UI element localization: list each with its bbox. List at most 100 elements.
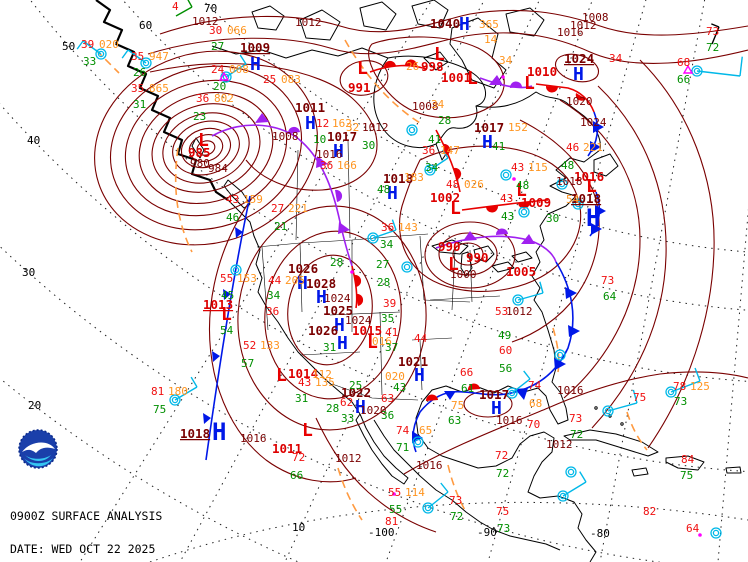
map-label: 802: [214, 92, 234, 105]
map-label: 68: [529, 397, 542, 410]
map-label: 46: [226, 211, 239, 224]
high-pressure-symbol: H: [212, 418, 226, 446]
station-circle-icon: [514, 296, 522, 304]
low-pressure-symbol: L: [516, 180, 527, 201]
low-pressure-symbol: L: [467, 68, 478, 89]
map-label: 991: [348, 80, 371, 95]
map-label: 1018: [556, 175, 583, 188]
wind-barb-icon: [440, 482, 449, 493]
high-pressure-symbol: H: [573, 64, 584, 85]
map-label: 1012: [546, 438, 573, 451]
map-label: 45: [221, 289, 234, 302]
map-label: 43: [298, 376, 311, 389]
map-label: 75: [633, 391, 646, 404]
map-label: 980: [190, 157, 210, 170]
wind-barb-icon: [174, 386, 198, 401]
station-circle-icon: [602, 405, 614, 417]
map-label: 33: [83, 55, 96, 68]
map-label: 1016: [557, 384, 584, 397]
map-label: 82: [643, 505, 656, 518]
map-label: 365: [479, 18, 499, 31]
map-label: 72: [570, 428, 583, 441]
map-label: 166: [337, 159, 357, 172]
wind-barb-icon: [670, 380, 701, 393]
low-pressure-symbol: L: [524, 73, 535, 94]
map-label: 75: [680, 469, 693, 482]
occluded-front-pacific: [211, 113, 353, 267]
map-label: 36: [320, 159, 333, 172]
map-label: 28: [330, 256, 343, 269]
station-circle-icon: [169, 394, 181, 406]
map-label: 125: [690, 380, 710, 393]
map-label: 1010: [527, 64, 557, 79]
map-label: 14: [484, 33, 498, 46]
high-pressure-symbol: H: [387, 183, 398, 204]
map-label: -80: [590, 527, 610, 540]
map-label: 55: [388, 486, 401, 499]
low-pressure-symbol: L: [276, 365, 287, 386]
map-label: 63: [448, 414, 461, 427]
coastline: [95, 0, 742, 562]
map-label: 205: [285, 274, 305, 287]
map-label: 1009: [240, 40, 270, 55]
map-label: 159: [243, 193, 263, 206]
wind-barb-icon: [239, 54, 247, 65]
map-label: 43: [511, 161, 524, 174]
map-label: 84: [681, 453, 695, 466]
wind-barb-icon: [76, 40, 84, 50]
map-label: 016: [372, 335, 392, 348]
map-label: 73: [497, 522, 510, 535]
map-label: 1013: [203, 297, 233, 312]
wind-barb-icon: [694, 367, 701, 382]
map-label: 34: [431, 98, 445, 111]
map-label: 72: [450, 510, 463, 523]
map-label: 32: [346, 121, 359, 134]
map-label: 1040: [430, 16, 460, 31]
warm-front-hudson: [369, 59, 427, 73]
map-label: 008: [229, 63, 249, 76]
high-pressure-symbol: H: [355, 397, 366, 418]
low-pressure-symbol: L: [434, 44, 445, 65]
map-label: 43: [500, 192, 513, 205]
map-label: 1015: [352, 323, 382, 338]
map-label: 39: [81, 38, 94, 51]
station-circle-icon: [367, 232, 379, 244]
noaa-logo: [18, 429, 58, 469]
station-circle-icon: [426, 166, 434, 174]
map-label: 20: [28, 399, 41, 412]
cold-front-labrador: [587, 111, 604, 157]
low-pressure-symbol: L: [302, 420, 313, 441]
map-label: 985: [188, 145, 211, 160]
map-label: 43: [501, 210, 514, 223]
map-label: 31: [295, 392, 308, 405]
wind-barb-icon: [442, 149, 449, 159]
map-label: 114: [405, 486, 425, 499]
map-label: 68: [677, 56, 690, 69]
wind-barb-icon: [696, 70, 741, 77]
map-label: 4: [172, 0, 179, 13]
map-label: 74: [528, 379, 542, 392]
high-pressure-symbol: H: [316, 287, 327, 308]
map-label: 44: [268, 274, 282, 287]
map-label: 27: [271, 202, 284, 215]
map-label: 147: [440, 144, 460, 157]
map-label: 1026: [288, 261, 318, 276]
map-label: 40: [27, 134, 40, 147]
high-pressure-symbol: H: [250, 54, 261, 75]
map-label: 133: [260, 339, 280, 352]
map-label: -90: [477, 526, 497, 539]
map-label: 41: [492, 140, 505, 153]
map-label: 1026: [308, 323, 338, 338]
station-circle-icon: [508, 389, 516, 397]
map-label: 56: [499, 362, 512, 375]
low-pressure-symbol: L: [367, 332, 378, 353]
map-label: 39: [383, 297, 396, 310]
wind-barb-icon: [539, 281, 544, 294]
map-label: 72: [292, 451, 305, 464]
high-pressure-symbol: H: [491, 398, 502, 419]
station-circle-icon: [232, 266, 240, 274]
map-label: 73: [569, 412, 582, 425]
weather-symbol-icon: [392, 492, 396, 496]
station-circle-icon: [142, 59, 150, 67]
